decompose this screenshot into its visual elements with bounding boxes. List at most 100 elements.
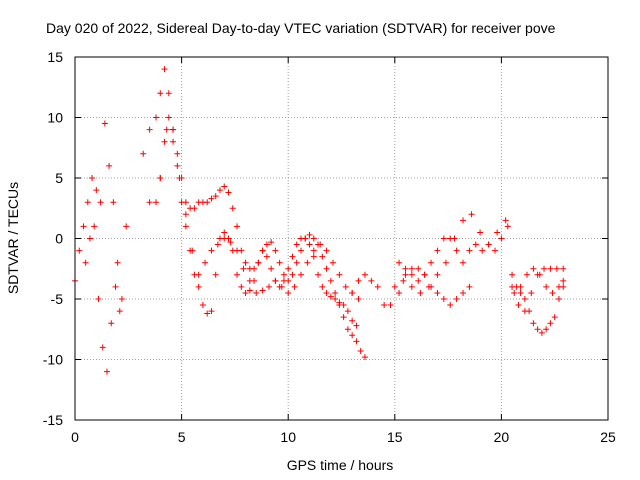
- data-point: [216, 187, 223, 194]
- data-point: [509, 283, 516, 290]
- data-point: [293, 241, 300, 248]
- data-point: [255, 259, 262, 266]
- data-point: [266, 283, 273, 290]
- data-point: [555, 283, 562, 290]
- data-point: [84, 199, 91, 206]
- data-point: [560, 265, 567, 272]
- data-point: [91, 223, 98, 230]
- data-point: [212, 271, 219, 278]
- data-point: [285, 265, 292, 272]
- data-point: [498, 235, 505, 242]
- data-point: [511, 289, 518, 296]
- data-point: [536, 271, 543, 278]
- data-point: [349, 289, 356, 296]
- data-point: [176, 175, 183, 181]
- data-point: [199, 302, 206, 309]
- x-tick-label: 10: [280, 429, 296, 445]
- data-point: [293, 259, 300, 266]
- data-point: [492, 247, 499, 254]
- data-point: [165, 114, 172, 121]
- data-point: [344, 326, 351, 333]
- data-point: [99, 344, 106, 351]
- data-point: [163, 126, 170, 133]
- data-point: [280, 271, 287, 278]
- data-point: [291, 283, 298, 290]
- data-point: [555, 296, 562, 302]
- data-point: [543, 326, 550, 333]
- data-point: [212, 193, 219, 200]
- data-point: [332, 296, 339, 302]
- data-point: [434, 289, 441, 296]
- data-point: [93, 187, 100, 194]
- data-point: [153, 199, 160, 206]
- data-point: [157, 175, 164, 181]
- series-trace-mid-lower: [391, 211, 509, 296]
- series-trace-mid-upper: [396, 223, 511, 284]
- data-point: [340, 314, 347, 321]
- y-axis-title: SDTVAR / TECUs: [5, 182, 21, 294]
- data-point: [80, 223, 87, 230]
- data-point: [336, 299, 343, 306]
- data-point: [477, 229, 484, 236]
- data-point: [323, 289, 330, 296]
- data-point: [103, 368, 110, 375]
- data-point: [355, 277, 362, 284]
- data-point: [332, 289, 339, 296]
- data-point: [259, 287, 266, 294]
- data-point: [242, 259, 249, 266]
- data-point: [310, 247, 317, 254]
- data-point: [315, 271, 322, 278]
- data-point: [221, 235, 228, 242]
- data-point: [453, 247, 460, 254]
- data-point: [161, 66, 168, 73]
- data-point: [451, 235, 458, 242]
- data-point: [342, 283, 349, 290]
- series-trace-early: [72, 120, 130, 302]
- data-point: [415, 277, 422, 284]
- series-trace-peak-a: [140, 66, 368, 361]
- data-point: [319, 283, 326, 290]
- data-point: [340, 302, 347, 309]
- data-point: [440, 296, 447, 302]
- data-point: [515, 302, 522, 309]
- data-point: [387, 302, 394, 309]
- data-point: [310, 235, 317, 242]
- data-point: [246, 277, 253, 284]
- data-point: [417, 289, 424, 296]
- data-point: [368, 277, 375, 284]
- data-point: [530, 320, 537, 327]
- data-point: [425, 283, 432, 290]
- data-point: [408, 265, 415, 272]
- data-point: [541, 265, 548, 272]
- data-point: [146, 199, 153, 206]
- data-point: [170, 126, 177, 133]
- data-point: [285, 289, 292, 296]
- data-point: [447, 302, 454, 309]
- y-axis: -15 -10 -5 0 5 10 15: [43, 49, 608, 428]
- data-point: [353, 322, 360, 329]
- chart-title: Day 020 of 2022, Sidereal Day-to-day VTE…: [46, 20, 556, 36]
- data-point: [336, 271, 343, 278]
- data-point: [238, 283, 245, 290]
- data-point: [357, 348, 364, 355]
- data-point: [402, 271, 409, 278]
- data-point: [560, 277, 567, 284]
- data-point: [434, 271, 441, 278]
- data-point: [108, 320, 115, 327]
- data-point: [349, 317, 356, 324]
- data-point: [391, 283, 398, 290]
- data-point: [521, 296, 528, 302]
- data-point: [453, 296, 460, 302]
- x-axis: 0 5 10 15 20 25: [71, 57, 616, 445]
- data-point: [381, 302, 388, 309]
- data-point: [208, 308, 215, 315]
- data-point: [112, 283, 119, 290]
- x-axis-title: GPS time / hours: [287, 457, 394, 473]
- data-point: [306, 231, 313, 238]
- data-point: [551, 314, 558, 321]
- data-point: [327, 293, 334, 300]
- data-point: [182, 199, 189, 206]
- data-point: [479, 247, 486, 254]
- data-point: [89, 175, 96, 181]
